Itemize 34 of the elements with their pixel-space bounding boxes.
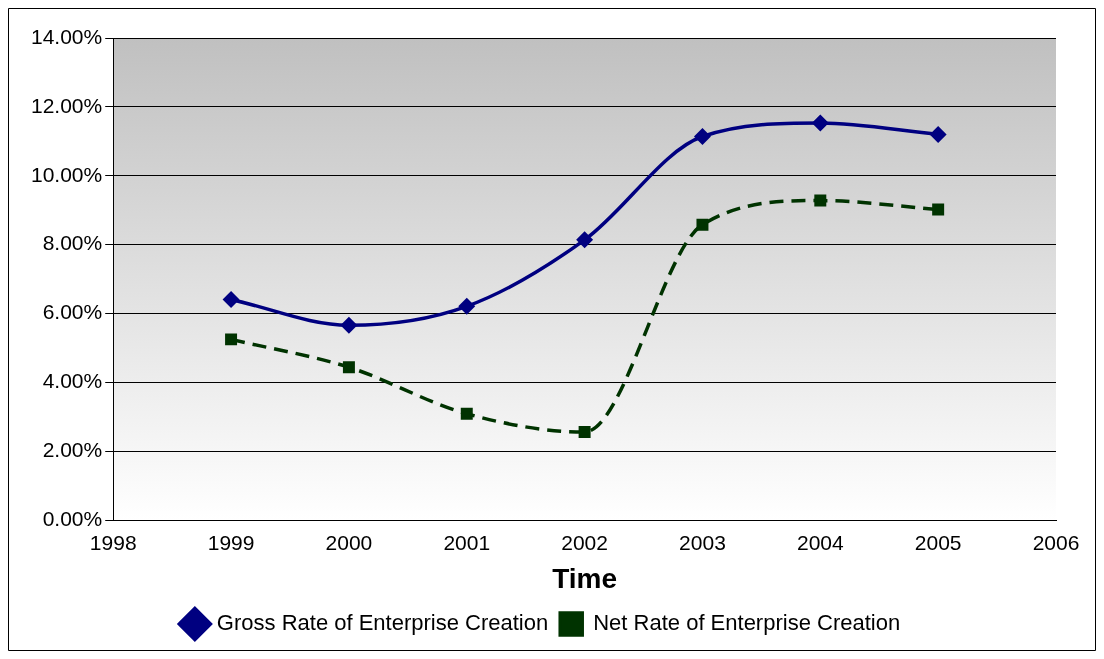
point	[459, 298, 475, 315]
point	[930, 126, 946, 143]
x-tick-label: 1999	[207, 530, 255, 554]
point	[342, 361, 355, 374]
point	[814, 194, 827, 207]
y-tick-label: 10.00%	[30, 162, 103, 186]
x-tick-label: 2000	[325, 530, 373, 554]
y-tick-label: 14.00%	[30, 24, 103, 48]
point	[932, 203, 945, 216]
x-tick-label: 2006	[1032, 530, 1080, 554]
point	[341, 317, 357, 333]
y-tick-label: 2.00%	[42, 438, 103, 462]
x-tick-label: 2005	[914, 530, 962, 554]
y-tick-label: 0.00%	[42, 507, 103, 530]
point	[225, 333, 238, 346]
y-tick-label: 12.00%	[30, 93, 103, 117]
x-axis-title: Time	[552, 562, 618, 594]
x-tick-label: 2003	[679, 530, 726, 554]
y-tick-label: 4.00%	[42, 369, 103, 393]
point	[576, 232, 593, 248]
point	[696, 218, 709, 231]
point	[223, 291, 239, 308]
y-tick-label: 6.00%	[42, 300, 103, 324]
point	[694, 128, 711, 145]
point	[460, 407, 473, 420]
point	[578, 426, 591, 439]
y-tick-label: 8.00%	[42, 231, 103, 255]
x-tick-label: 2001	[443, 530, 491, 554]
x-tick-label: 2004	[796, 530, 844, 554]
point	[812, 115, 829, 131]
legend-label: Net Rate of Enterprise Creation	[593, 610, 901, 636]
x-tick-label: 1998	[89, 530, 137, 554]
x-tick-label: 2002	[561, 530, 608, 554]
legend-label: Gross Rate of Enterprise Creation	[216, 610, 549, 636]
